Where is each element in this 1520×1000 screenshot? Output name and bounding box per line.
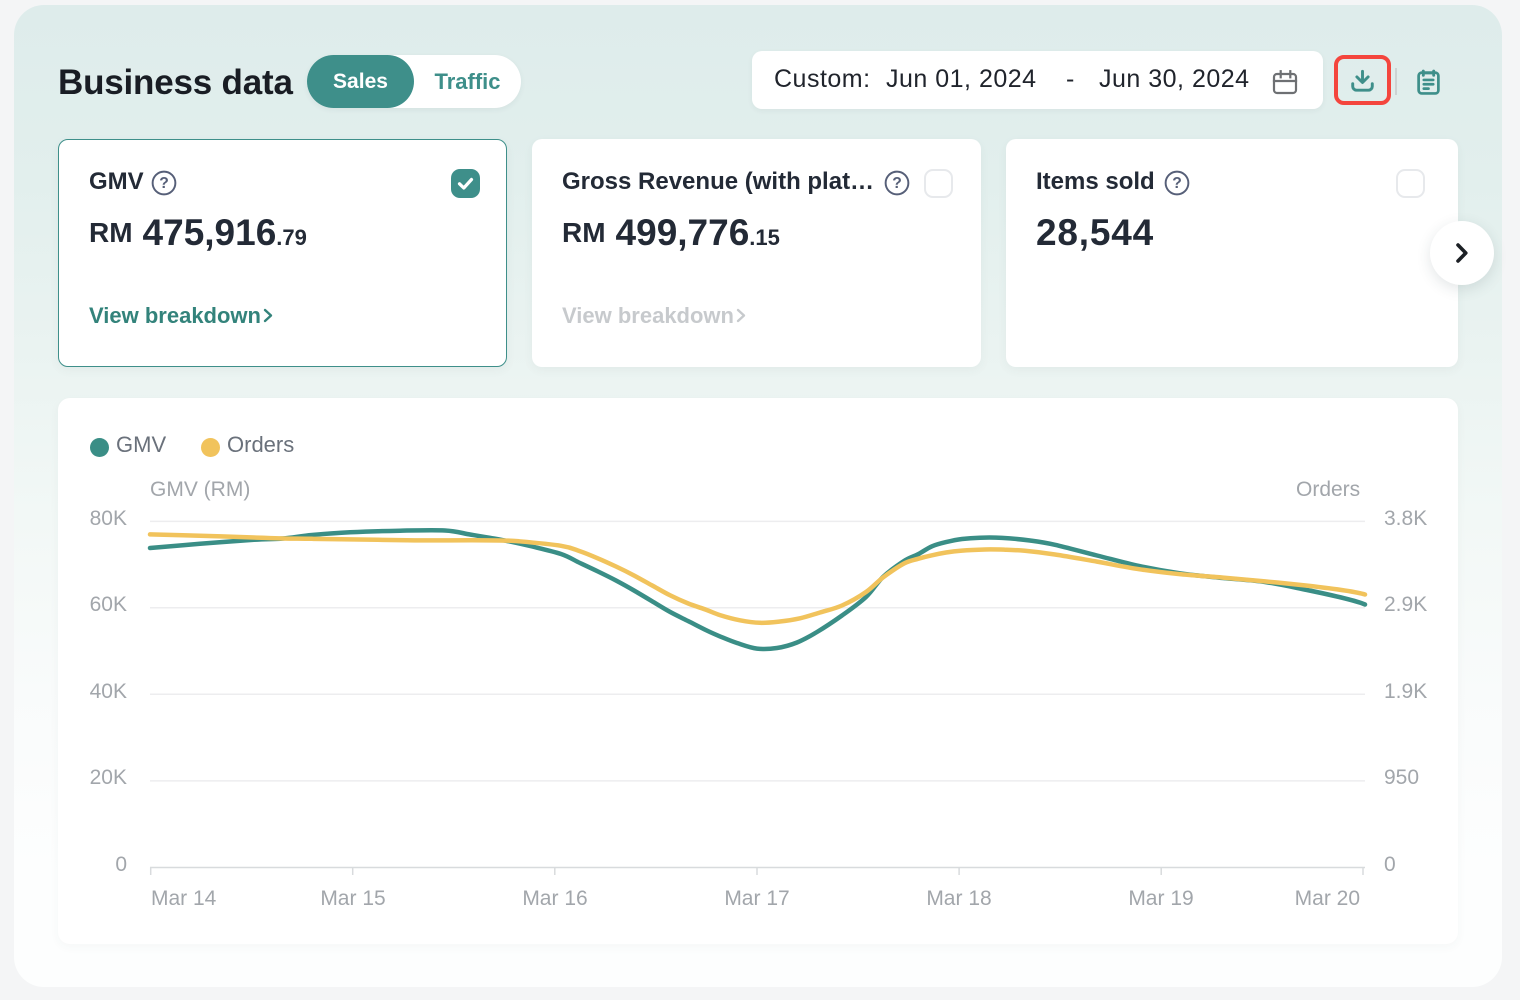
svg-text:?: ? (159, 175, 169, 192)
svg-text:?: ? (892, 175, 902, 192)
svg-text:?: ? (1172, 175, 1182, 192)
